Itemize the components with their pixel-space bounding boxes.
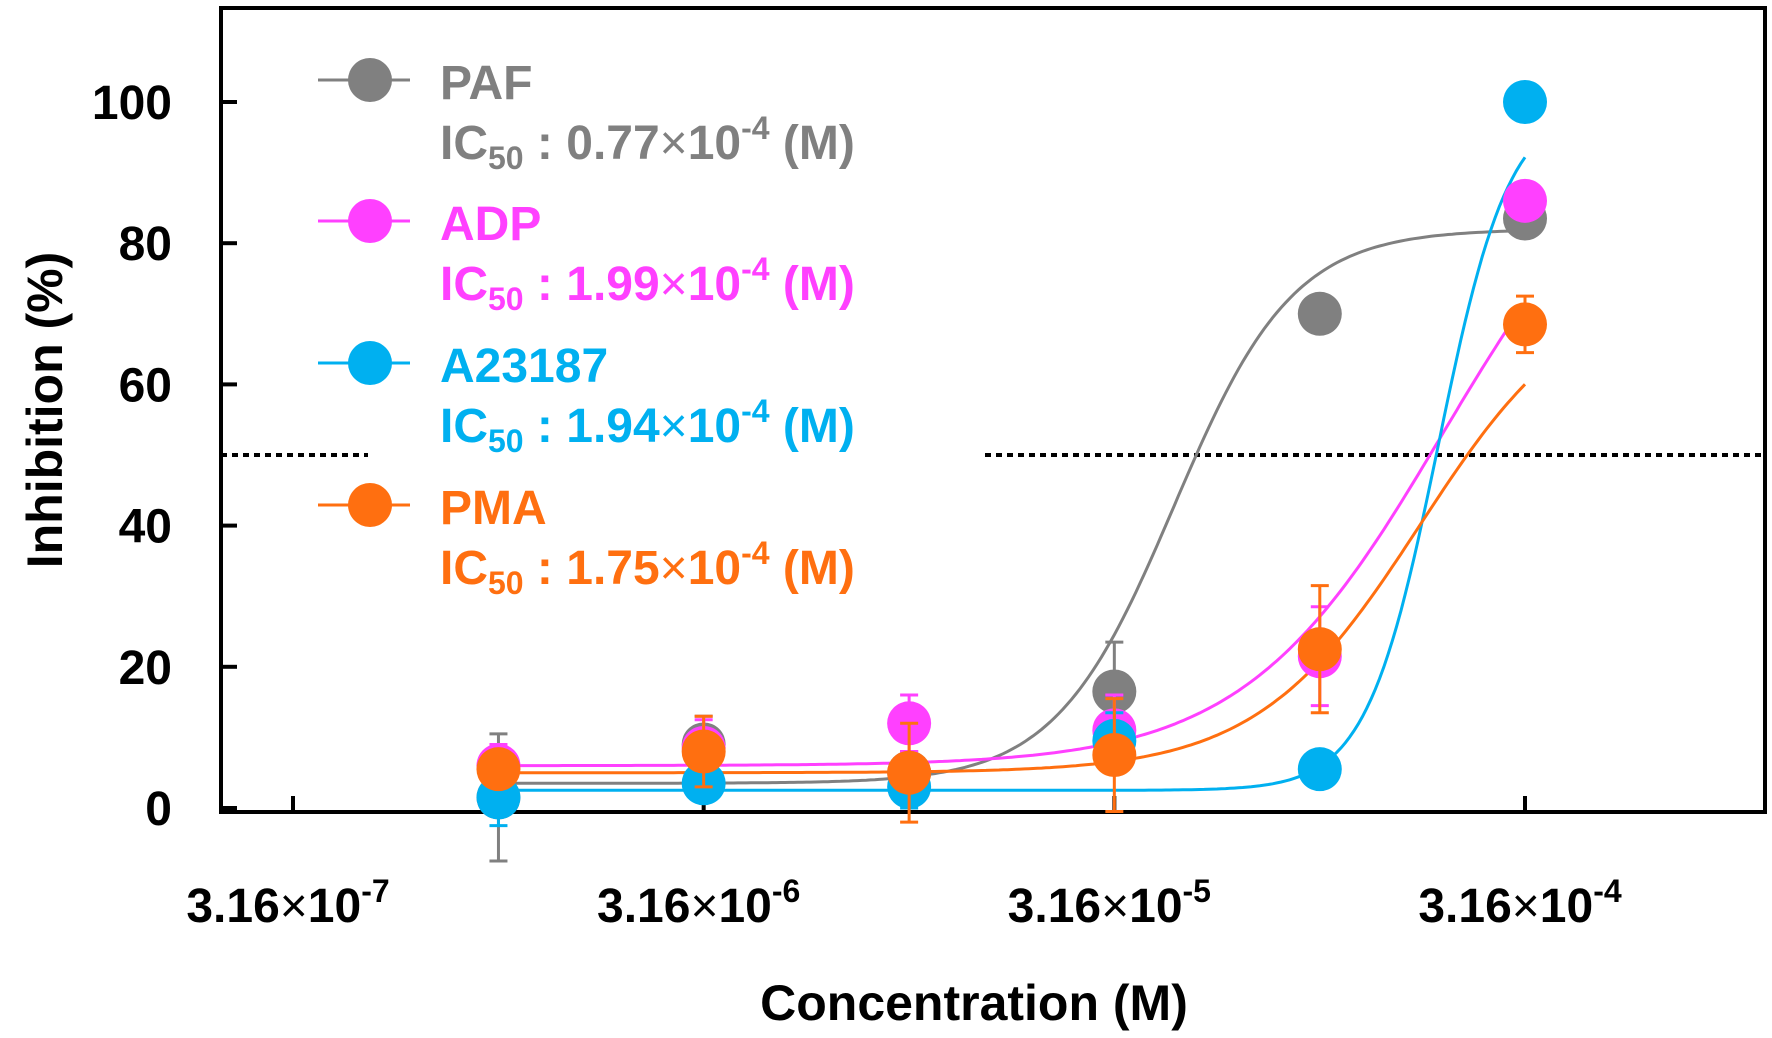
x-tick-label: 3.16×10-6 (597, 873, 800, 933)
legend-marker (348, 199, 392, 243)
data-point (476, 747, 521, 792)
plot-frame (219, 6, 1767, 814)
data-point (1092, 733, 1137, 778)
series-pma (476, 294, 1547, 824)
y-axis-label: Inhibition (%) (17, 252, 73, 569)
y-tick-label: 0 (145, 783, 172, 836)
legend-series-name: PAF (440, 57, 532, 110)
data-point (1297, 747, 1342, 792)
data-point (1297, 291, 1342, 336)
data-points (476, 80, 1547, 863)
legend-series-name: PMA (440, 482, 547, 535)
x-axis: 3.16×10-7 3.16×10-6 3.16×10-5 3.16×10-4 (186, 796, 1622, 933)
data-point (681, 729, 726, 774)
legend-ic50-label: IC50 : 1.94×10-4 (M) (440, 393, 855, 459)
fit-curve-adp (498, 302, 1527, 768)
legend-series-name: A23187 (440, 340, 608, 393)
x-tick-label: 3.16×10-5 (1008, 873, 1211, 933)
legend-ic50-label: IC50 : 0.77×10-4 (M) (440, 110, 855, 176)
data-point (887, 750, 932, 795)
legend-marker (348, 58, 392, 102)
data-point (1503, 178, 1547, 223)
y-tick-label: 20 (119, 642, 172, 695)
x-tick-label: 3.16×10-4 (1418, 873, 1622, 933)
data-point (1092, 669, 1137, 714)
legend-series-name: ADP (440, 198, 541, 251)
data-point (1503, 80, 1547, 124)
y-tick-label: 80 (119, 218, 172, 271)
legend-marker (348, 483, 392, 527)
y-tick-label: 100 (92, 77, 172, 130)
x-axis-label: Concentration (M) (760, 975, 1188, 1031)
x-tick-label: 3.16×10-7 (186, 873, 389, 933)
legend-ic50-label: IC50 : 1.75×10-4 (M) (440, 535, 855, 601)
y-tick-label: 60 (119, 359, 172, 412)
fit-curve-a23187 (498, 156, 1527, 792)
fit-curves (498, 156, 1527, 792)
data-point (1503, 302, 1547, 347)
fit-curve-pma (498, 383, 1527, 775)
data-point (1297, 627, 1342, 672)
y-axis: 0 20 40 60 80 100 (92, 77, 237, 836)
fit-curve-paf (498, 229, 1526, 785)
legend-ic50-label: IC50 : 1.99×10-4 (M) (440, 251, 855, 317)
legend-marker (348, 341, 392, 385)
y-tick-label: 40 (119, 501, 172, 554)
